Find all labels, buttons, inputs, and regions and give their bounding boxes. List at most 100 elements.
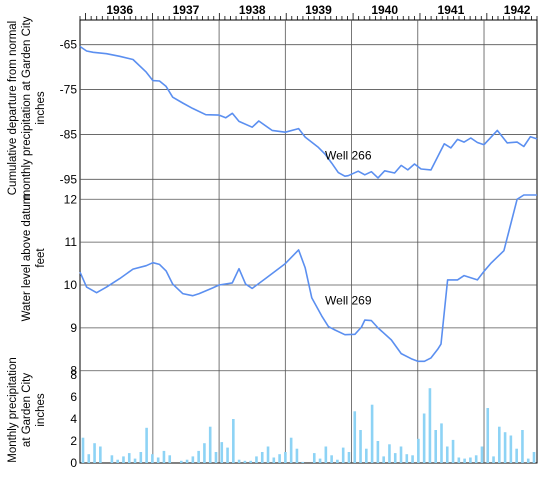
precip-bar xyxy=(162,450,166,463)
precip-bar xyxy=(353,411,357,463)
y-tick-label: -75 xyxy=(60,83,78,97)
y-tick-label: 2 xyxy=(70,434,77,448)
y-tick-label: -95 xyxy=(60,172,78,186)
precip-bar xyxy=(139,452,143,463)
y-axis-title: Monthly precipitation xyxy=(7,357,19,462)
y-tick-label: 11 xyxy=(65,235,78,249)
precip-bar xyxy=(469,457,472,463)
precip-bar xyxy=(99,446,102,463)
precip-bar xyxy=(422,413,426,463)
precip-bar xyxy=(347,452,351,463)
precip-bar xyxy=(526,458,530,463)
precip-bar xyxy=(451,439,455,463)
precip-bar xyxy=(336,459,339,463)
y-tick-label: 6 xyxy=(70,390,77,404)
precip-bar xyxy=(480,446,484,463)
precip-bar xyxy=(521,430,524,463)
precip-bar xyxy=(457,457,461,463)
precip-bar xyxy=(197,450,200,463)
precip-bar xyxy=(532,452,536,463)
precip-bar xyxy=(463,458,466,463)
year-label: 1939 xyxy=(305,3,332,17)
precip-bar xyxy=(440,423,443,463)
precip-bar xyxy=(266,446,270,463)
precip-bar xyxy=(388,444,391,463)
precip-bar xyxy=(417,438,420,463)
precip-bar xyxy=(116,459,119,463)
precip-bar xyxy=(399,446,403,463)
precip-bar xyxy=(324,446,328,463)
precip-bar xyxy=(509,435,513,463)
precip-bar xyxy=(249,460,252,463)
y-axis-title: feet xyxy=(35,248,47,268)
precip-bar xyxy=(156,457,160,463)
precip-bar xyxy=(232,419,235,463)
y-tick-label: 12 xyxy=(64,192,78,206)
precip-bar xyxy=(255,456,258,463)
y-axis-title: inches xyxy=(35,393,47,426)
precip-bar xyxy=(226,447,229,463)
precip-bar xyxy=(185,459,189,463)
y-axis-titles: Cumulative departure from normal monthly … xyxy=(7,16,47,462)
year-label: 1938 xyxy=(239,3,266,17)
year-label: 1940 xyxy=(371,3,398,17)
precip-bar xyxy=(486,408,490,463)
precip-bar xyxy=(237,459,241,463)
water_level-series-line xyxy=(79,194,537,363)
plot-frame xyxy=(79,13,538,464)
precip-bar xyxy=(278,454,281,463)
precip-bar xyxy=(133,458,137,463)
y-axis-title: Cumulative departure from normal xyxy=(7,21,19,196)
precip-bar xyxy=(393,453,397,463)
precip-bar xyxy=(87,454,91,463)
precip_departure-series-line xyxy=(79,45,538,179)
precip-bar xyxy=(492,456,495,463)
precip-bar xyxy=(191,456,195,463)
precip-bar xyxy=(203,443,206,463)
gridlines xyxy=(80,20,537,463)
y-tick-label: 4 xyxy=(70,412,77,426)
plot-border xyxy=(79,19,538,464)
year-label: 1941 xyxy=(438,3,465,17)
y-tick-label: 10 xyxy=(64,278,78,292)
well-label: Well 269 xyxy=(325,293,372,307)
precip-bar xyxy=(260,452,264,463)
year-label: 1936 xyxy=(106,3,133,17)
y-tick-label: 8 xyxy=(70,368,77,382)
y-axis-title: monthly precipitation at Garden City xyxy=(21,16,33,199)
year-label: 1937 xyxy=(173,3,200,17)
precip-bar xyxy=(376,441,380,463)
precip-bar xyxy=(145,427,148,463)
well-annotations: Well 266 Well 269 xyxy=(325,149,372,308)
y-tick-label: -65 xyxy=(60,38,78,52)
precip-bar xyxy=(81,437,85,463)
precip-bar xyxy=(365,448,368,463)
precip-bar xyxy=(411,455,414,463)
year-label: 1942 xyxy=(504,3,531,17)
precip-bar xyxy=(295,448,299,463)
precip-bars xyxy=(81,388,536,463)
precip-bar xyxy=(301,461,305,463)
y-axis-title: at Garden City xyxy=(21,373,33,447)
precip-bar xyxy=(243,460,247,463)
y-axis-title: inches xyxy=(35,91,47,124)
precip-bar xyxy=(498,426,501,463)
y-axis-title: Water level above datum xyxy=(21,195,33,322)
precip-bar xyxy=(359,430,362,463)
y-tick-label: -85 xyxy=(60,127,78,141)
precip-bar xyxy=(341,447,345,463)
precip-bar xyxy=(179,460,183,463)
precip-bar xyxy=(382,456,385,463)
precip-bar xyxy=(474,455,478,463)
precip-bar xyxy=(284,452,287,463)
y-tick-labels: -65 -75 -85 -95 12 11 10 9 88 6 4 2 0 xyxy=(60,38,78,470)
y-tick-label: 0 xyxy=(70,456,77,470)
precip-bar xyxy=(127,453,131,463)
precip-bar xyxy=(220,442,224,463)
precip-bar xyxy=(122,456,125,463)
precip-bar xyxy=(405,454,409,463)
precip-bar xyxy=(110,455,114,463)
precip-bar xyxy=(503,432,507,463)
precip-bar xyxy=(370,404,374,463)
